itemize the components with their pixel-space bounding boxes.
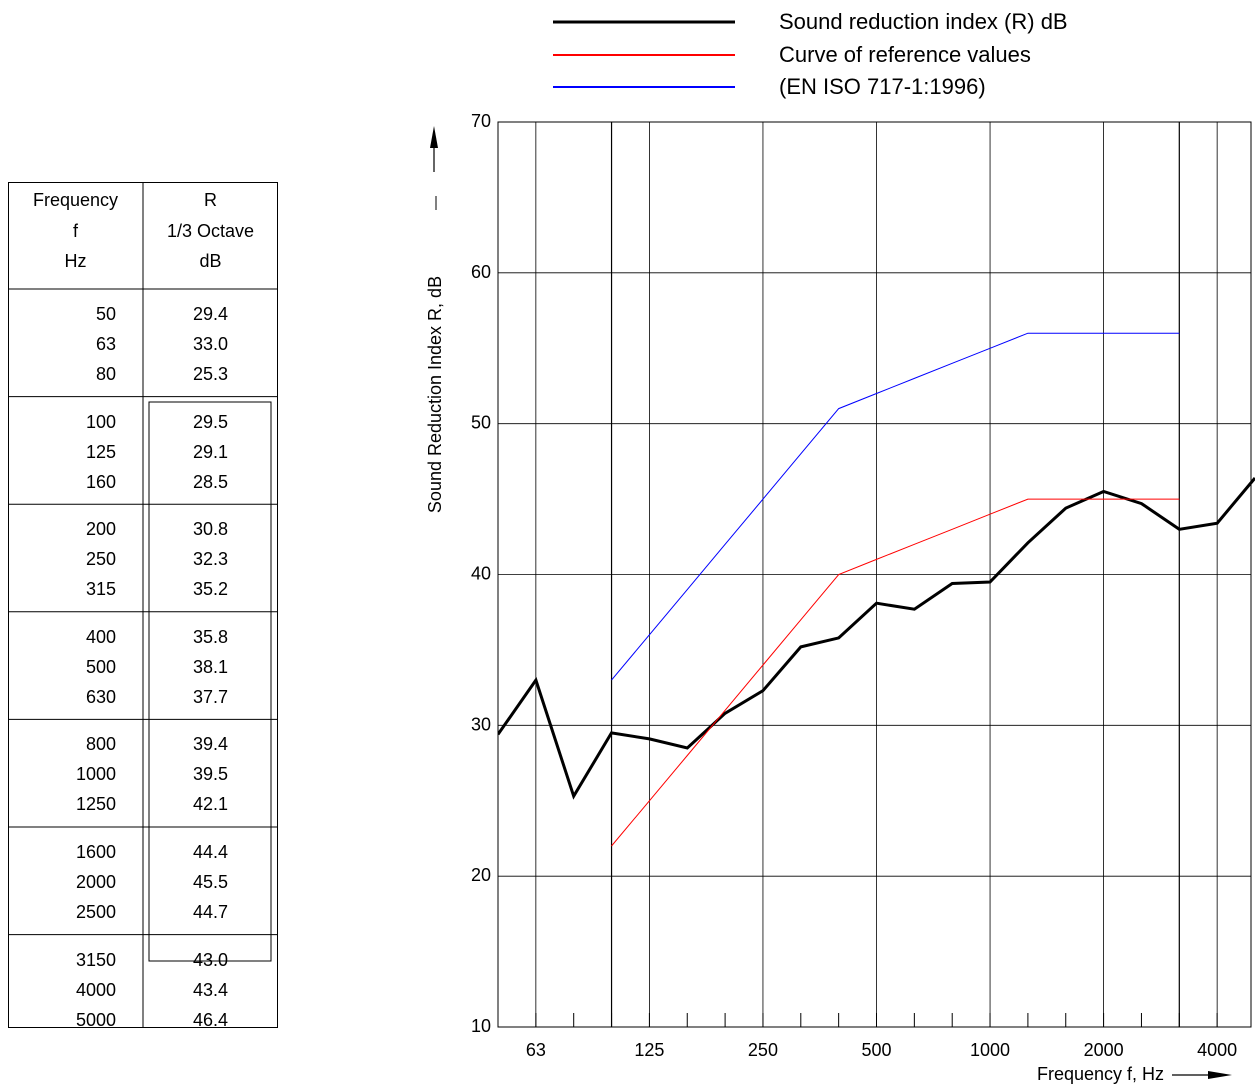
y-tick-label: 40 [471, 564, 491, 584]
freq-cell: 125 [85, 441, 116, 462]
freq-header-line: Frequency [32, 190, 119, 210]
x-axis-arrow-head [1208, 1071, 1232, 1079]
plot-frame [497, 121, 1252, 1028]
legend-entry: (EN ISO 717-1:1996) [779, 74, 986, 99]
freq-cell: 100 [85, 411, 116, 432]
series-layer [498, 332, 1255, 847]
freq-cell: 4000 [75, 979, 116, 1000]
freq-cell: 1250 [75, 794, 116, 815]
x-axis-label: Frequency f, Hz [1037, 1064, 1164, 1084]
r-header-line: R [204, 190, 217, 210]
y-tick-label: 50 [471, 413, 491, 433]
r-cell: 29.1 [192, 441, 229, 462]
r-cell: 33.0 [192, 334, 229, 354]
y-tick-label: 70 [471, 111, 491, 131]
y-tick-label: 30 [471, 714, 491, 734]
r-cell: 42.1 [192, 794, 229, 815]
grid [498, 121, 1251, 1028]
r-cell: 44.4 [192, 842, 229, 862]
r-cell: 35.8 [192, 626, 229, 647]
r-cell: 45.5 [192, 872, 229, 892]
freq-cell: 630 [85, 686, 116, 707]
bracket-frame [148, 401, 272, 962]
r-cell: 44.7 [192, 902, 229, 922]
r-cell: 39.4 [192, 734, 229, 755]
r-cell: 35.2 [192, 579, 229, 600]
freq-cell: 80 [95, 364, 116, 384]
freq-cell: 315 [85, 579, 116, 600]
r-cell: 43.0 [192, 949, 229, 970]
data-table: Frequency f Hz R 1/3 Octave dB 50 29.4 63 3… [8, 182, 278, 1030]
freq-cell: 2500 [75, 902, 116, 922]
freq-cell: 250 [85, 549, 116, 570]
r-cell: 37.7 [192, 686, 229, 707]
x-tick-label: 2000 [1084, 1040, 1124, 1060]
y-tick-label: 10 [471, 1016, 491, 1036]
freq-cell: 2000 [75, 872, 116, 892]
freq-cell: 1600 [75, 842, 116, 862]
freq-cell: 200 [85, 519, 116, 540]
legend-entry: Curve of reference values [779, 42, 1031, 67]
axes: 10 20 30 40 50 60 70 63 125 250 500 1000 2000 4000 Sou… [425, 111, 1252, 1084]
x-tick-label: 4000 [1197, 1040, 1237, 1060]
r-cell: 29.5 [192, 411, 229, 432]
x-tick-label: 125 [634, 1040, 664, 1060]
r-cell: 28.5 [192, 471, 229, 492]
table-frame [8, 182, 278, 1028]
y-axis-label: Sound Reduction Index R, dB [425, 276, 445, 513]
r-cell: 46.4 [192, 1009, 229, 1030]
series-line [611, 332, 1180, 681]
y-tick-label: 20 [471, 865, 491, 885]
freq-cell: 400 [85, 626, 116, 647]
series-line [611, 498, 1180, 847]
freq-cell: 3150 [75, 949, 116, 970]
freq-cell: 1000 [75, 764, 116, 785]
x-tick-label: 1000 [970, 1040, 1010, 1060]
freq-header-line: f [72, 220, 78, 241]
freq-cell: 63 [95, 334, 116, 354]
legend: Sound reduction index (R) dB Curve of ref… [553, 9, 1068, 99]
r-header-line: 1/3 Octave [166, 220, 255, 241]
r-cell: 43.4 [192, 979, 229, 1000]
r-cell: 39.5 [192, 764, 229, 785]
freq-cell: 500 [85, 656, 116, 677]
freq-cell: 50 [95, 304, 116, 324]
freq-cell: 5000 [75, 1009, 116, 1030]
freq-header: Frequency f Hz [8, 185, 143, 277]
x-tick-label: 250 [748, 1040, 778, 1060]
freq-header-line: Hz [64, 251, 87, 271]
x-tick-label: 63 [526, 1040, 546, 1060]
legend-entry: Sound reduction index (R) dB [779, 9, 1068, 34]
r-cell: 38.1 [192, 656, 229, 677]
r-cell: 30.8 [192, 519, 229, 540]
r-header-line: dB [199, 251, 222, 271]
r-cell: 25.3 [192, 364, 229, 384]
y-tick-label: 60 [471, 262, 491, 282]
x-tick-label: 500 [861, 1040, 891, 1060]
freq-cell: 160 [85, 471, 116, 492]
r-cell: 29.4 [192, 304, 229, 324]
y-axis-arrow-head [430, 126, 438, 148]
r-cell: 32.3 [192, 549, 229, 570]
r-header: R 1/3 Octave dB [143, 185, 278, 277]
freq-cell: 800 [85, 734, 116, 755]
